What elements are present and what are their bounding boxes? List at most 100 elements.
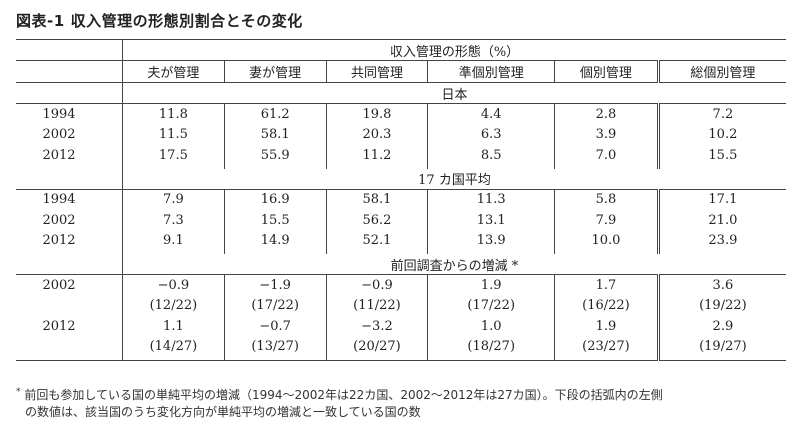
corner-cell — [16, 60, 123, 83]
table-cell: 23.9 — [656, 230, 786, 254]
column-header: 夫が管理 — [122, 60, 225, 83]
table-cell: 11.8 — [122, 103, 225, 125]
column-header: 妻が管理 — [223, 60, 327, 83]
table-cell: (16/22) — [554, 295, 659, 316]
table-cell: 2.9 — [656, 316, 786, 337]
section-title: 日本 — [122, 82, 786, 104]
corner-cell — [16, 254, 123, 275]
table-cell: 2.8 — [554, 103, 659, 125]
table-cell: 58.1 — [223, 124, 327, 145]
table-row: 2002 −0.9 −1.9 −0.9 1.9 1.7 3.6 — [16, 274, 786, 296]
table-cell: (11/22) — [325, 295, 428, 316]
table-row: 2002 7.3 15.5 56.2 13.1 7.9 21.0 — [16, 210, 786, 231]
table-cell: 17.1 — [656, 189, 786, 210]
table-cell: (17/22) — [223, 295, 327, 316]
footnote: * 前回も参加している国の単純平均の増減（1994～2002年は22カ国、200… — [16, 384, 786, 421]
table-cell: 20.3 — [325, 124, 428, 145]
table-cell: 16.9 — [223, 189, 327, 210]
table-row: 2012 9.1 14.9 52.1 13.9 10.0 23.9 — [16, 230, 786, 254]
table-cell: −3.2 — [325, 316, 428, 337]
table-cell: (19/27) — [656, 336, 786, 361]
table-row: 1994 7.9 16.9 58.1 11.3 5.8 17.1 — [16, 189, 786, 210]
table-cell: 52.1 — [325, 230, 428, 254]
table-cell: 17.5 — [122, 145, 225, 169]
table-cell: 15.5 — [223, 210, 327, 231]
table-cell: 5.8 — [554, 189, 659, 210]
table-cell: 7.3 — [122, 210, 225, 231]
table-cell: 11.2 — [325, 145, 428, 169]
table-cell: 1.9 — [427, 274, 555, 296]
column-header: 共同管理 — [325, 60, 428, 83]
row-year-label: 2012 — [42, 147, 76, 163]
table-cell: 19.8 — [325, 103, 428, 125]
table-row: 2012 1.1 −0.7 −3.2 1.0 1.9 2.9 — [16, 316, 786, 337]
table-cell: 1.1 — [122, 316, 225, 337]
section-header-row: 17 カ国平均 — [16, 168, 786, 190]
table-cell: −0.7 — [223, 316, 327, 337]
table-cell: 1.0 — [427, 316, 555, 337]
row-year-label — [16, 336, 123, 361]
footnote-star: * — [16, 387, 21, 397]
income-management-table: 収入管理の形態（%） 夫が管理 妻が管理 共同管理 準個別管理 個別管理 総個別管理 日本… — [16, 39, 786, 361]
section-title: 17 カ国平均 — [122, 168, 786, 190]
table-cell: 13.1 — [427, 210, 555, 231]
table-cell: −1.9 — [223, 274, 327, 296]
table-cell: 7.9 — [554, 210, 659, 231]
table-cell: 13.9 — [427, 230, 555, 254]
table-cell: 7.2 — [656, 103, 786, 125]
corner-cell — [16, 39, 123, 61]
table-row: (12/22) (17/22) (11/22) (17/22) (16/22) (19/2… — [16, 295, 786, 316]
column-header-row: 夫が管理 妻が管理 共同管理 準個別管理 個別管理 総個別管理 — [16, 60, 786, 83]
row-year-label: 2012 — [42, 233, 76, 249]
row-year-label: 2002 — [42, 127, 76, 143]
table-cell: 10.0 — [554, 230, 659, 254]
table-row: 2002 11.5 58.1 20.3 6.3 3.9 10.2 — [16, 124, 786, 145]
section-header-row: 日本 — [16, 82, 786, 104]
table-cell: 3.6 — [656, 274, 786, 296]
corner-cell — [16, 168, 123, 190]
column-header: 総個別管理 — [656, 60, 786, 83]
table-cell: 6.3 — [427, 124, 555, 145]
table-cell: 1.7 — [554, 274, 659, 296]
table-cell: 21.0 — [656, 210, 786, 231]
table-cell: (19/22) — [656, 295, 786, 316]
table-row: (14/27) (13/27) (20/27) (18/27) (23/27) (19/2… — [16, 336, 786, 361]
row-year-label: 1994 — [42, 192, 76, 208]
header-main: 収入管理の形態（%） — [122, 39, 786, 61]
table-cell: 14.9 — [223, 230, 327, 254]
table-cell: (20/27) — [325, 336, 428, 361]
row-year-label: 2002 — [42, 277, 76, 293]
row-year-label: 2012 — [42, 318, 76, 334]
table-cell: 8.5 — [427, 145, 555, 169]
table-cell: 7.0 — [554, 145, 659, 169]
table-cell: 9.1 — [122, 230, 225, 254]
table-cell: 10.2 — [656, 124, 786, 145]
table-cell: 61.2 — [223, 103, 327, 125]
table-cell: −0.9 — [325, 274, 428, 296]
table-row: 2012 17.5 55.9 11.2 8.5 7.0 15.5 — [16, 145, 786, 169]
table-cell: (17/22) — [427, 295, 555, 316]
column-header: 準個別管理 — [427, 60, 555, 83]
table-cell: (18/27) — [427, 336, 555, 361]
table-cell: 56.2 — [325, 210, 428, 231]
table-cell: (14/27) — [122, 336, 225, 361]
table-cell: 1.9 — [554, 316, 659, 337]
section-header-row: 前回調査からの増減 * — [16, 254, 786, 275]
figure-label: 図表-1 — [16, 12, 65, 30]
footnote-line-1: 前回も参加している国の単純平均の増減（1994～2002年は22カ国、2002～… — [24, 388, 663, 402]
table-cell: 7.9 — [122, 189, 225, 210]
table-cell: (12/22) — [122, 295, 225, 316]
column-header: 個別管理 — [554, 60, 659, 83]
table-cell: 58.1 — [325, 189, 428, 210]
row-year-label: 1994 — [42, 106, 76, 122]
table-cell: 11.3 — [427, 189, 555, 210]
table-row: 1994 11.8 61.2 19.8 4.4 2.8 7.2 — [16, 103, 786, 125]
figure-title: 図表-1 収入管理の形態別割合とその変化 — [16, 10, 303, 31]
row-year-label: 2002 — [42, 212, 76, 228]
table-cell: 4.4 — [427, 103, 555, 125]
table-cell: (23/27) — [554, 336, 659, 361]
footnote-line-2: の数値は、該当国のうち変化方向が単純平均の増減と一致している国の数 — [25, 405, 421, 419]
figure-caption: 収入管理の形態別割合とその変化 — [70, 12, 303, 30]
section-title: 前回調査からの増減 * — [122, 254, 786, 275]
table-cell: 11.5 — [122, 124, 225, 145]
